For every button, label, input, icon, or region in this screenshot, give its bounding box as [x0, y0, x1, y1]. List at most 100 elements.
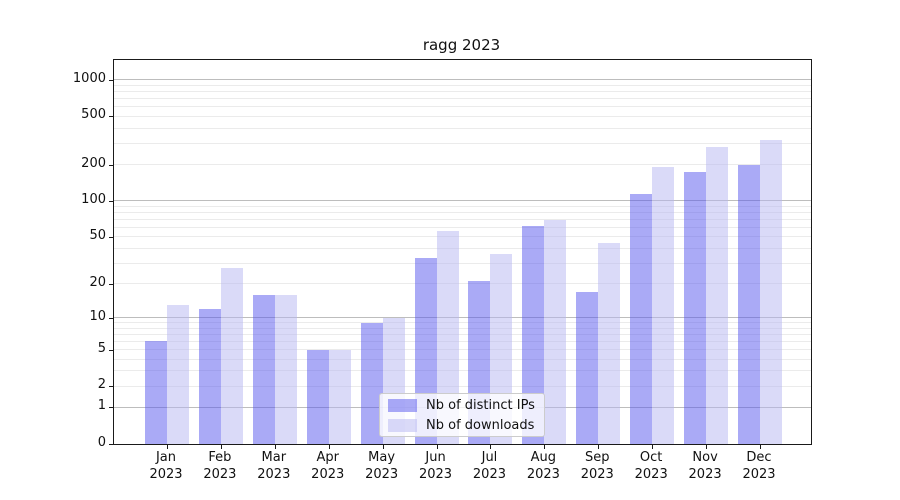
gridline-major — [114, 200, 811, 202]
legend-label-downloads: Nb of downloads — [426, 417, 535, 433]
y-axis-tick — [109, 349, 113, 351]
x-tick-label-year: 2023 — [418, 467, 453, 482]
x-tick-label-month: Feb — [208, 450, 232, 465]
gridline-major — [114, 317, 811, 319]
y-axis-tick-label: 1 — [97, 398, 106, 414]
x-axis-tick-label: Dec 2023 — [731, 449, 787, 483]
y-axis-tick — [109, 407, 113, 409]
gridline-minor — [114, 283, 811, 285]
gridline-minor — [114, 327, 811, 329]
x-axis-tick — [598, 445, 600, 449]
y-axis-tick-label: 10 — [89, 308, 106, 324]
x-tick-label-year: 2023 — [365, 467, 399, 482]
x-tick-label-month: Jul — [481, 450, 498, 465]
legend-swatch-downloads — [388, 418, 417, 432]
x-tick-label-month: Mar — [261, 450, 287, 465]
bar-ips-nov — [684, 171, 707, 444]
x-tick-label-month: Oct — [639, 450, 663, 465]
gridline-minor — [114, 322, 811, 324]
bar-downloads-jun — [436, 230, 459, 444]
x-axis-tick — [382, 445, 384, 449]
x-axis-tick — [759, 445, 761, 449]
bar-downloads-dec — [759, 140, 782, 444]
bar-ips-feb — [198, 308, 221, 444]
bar-ips-mar — [252, 294, 275, 444]
gridline-minor — [114, 98, 811, 100]
gridline-minor — [114, 333, 811, 335]
plot-area: Nb of distinct IPs Nb of downloads — [109, 59, 812, 449]
x-axis-tick-label: Jun 2023 — [408, 449, 464, 483]
gridline-minor — [114, 236, 811, 238]
gridline-minor — [114, 164, 811, 166]
x-axis-tick-label: Jul 2023 — [461, 449, 517, 483]
x-tick-label-month: Apr — [316, 450, 339, 465]
x-tick-label-year: 2023 — [311, 467, 345, 482]
x-tick-label-month: Aug — [530, 450, 557, 465]
y-axis-tick-label: 200 — [81, 155, 106, 171]
bar-ips-dec — [737, 164, 760, 444]
y-axis-tick-label: 1000 — [72, 70, 106, 86]
bar-ips-apr — [306, 349, 329, 444]
x-tick-label-month: Nov — [692, 450, 718, 465]
x-tick-label-month: Dec — [746, 450, 772, 465]
x-tick-label-year: 2023 — [526, 467, 560, 482]
x-axis-tick — [490, 445, 492, 449]
x-tick-label-year: 2023 — [472, 467, 506, 482]
legend: Nb of distinct IPs Nb of downloads — [379, 393, 545, 437]
legend-swatch-ips — [388, 398, 417, 412]
x-tick-label-year: 2023 — [580, 467, 614, 482]
gridline-minor — [114, 106, 811, 108]
gridline-minor — [114, 226, 811, 228]
gridline-minor — [114, 349, 811, 351]
y-axis-tick-label: 5 — [97, 340, 106, 356]
x-axis-tick-label: Sep 2023 — [569, 449, 625, 483]
y-axis-tick-label: 100 — [81, 191, 106, 207]
x-axis-tick — [328, 445, 330, 449]
y-axis-tick — [109, 283, 113, 285]
y-axis-tick — [109, 200, 113, 202]
x-axis-tick-label: May 2023 — [354, 449, 410, 483]
y-axis-tick — [109, 386, 113, 388]
bar-downloads-apr — [328, 349, 351, 444]
gridline-minor — [114, 127, 811, 129]
x-axis-tick — [706, 445, 708, 449]
x-axis-tick-label: Apr 2023 — [300, 449, 356, 483]
bar-ips-oct — [630, 194, 653, 444]
bar-downloads-mar — [274, 294, 297, 444]
x-tick-label-year: 2023 — [742, 467, 776, 482]
gridline-minor — [114, 115, 811, 117]
bar-ips-may — [360, 322, 383, 444]
y-axis-tick — [109, 236, 113, 238]
y-axis-tick — [109, 164, 113, 166]
x-tick-label-year: 2023 — [203, 467, 237, 482]
gridline-minor — [114, 262, 811, 264]
y-axis-tick-label: 50 — [89, 227, 106, 243]
x-axis-tick — [220, 445, 222, 449]
gridline-minor — [114, 340, 811, 342]
bar-downloads-oct — [652, 167, 675, 444]
x-tick-label-month: Jun — [425, 450, 446, 465]
gridline-major — [114, 79, 811, 81]
chart-title: ragg 2023 — [422, 36, 501, 54]
bar-downloads-nov — [706, 146, 729, 444]
gridline-minor — [114, 211, 811, 213]
bar-ips-sep — [576, 291, 599, 444]
bar-ips-aug — [522, 225, 545, 444]
x-axis-tick-label: Mar 2023 — [246, 449, 302, 483]
gridline-minor — [114, 142, 811, 144]
x-axis-tick-label: Aug 2023 — [515, 449, 571, 483]
y-axis-tick — [109, 444, 113, 445]
bar-downloads-feb — [220, 268, 243, 444]
x-axis-tick-label: Jan 2023 — [138, 449, 194, 483]
x-tick-label-month: Jan — [155, 450, 177, 465]
gridline-minor — [114, 385, 811, 387]
y-axis-tick — [109, 317, 113, 319]
x-tick-label-year: 2023 — [257, 467, 291, 482]
x-axis-tick — [274, 445, 276, 449]
gridline-minor — [114, 370, 811, 372]
bar-downloads-sep — [598, 243, 621, 444]
x-axis-tick-label: Feb 2023 — [192, 449, 248, 483]
x-tick-label-month: Sep — [585, 450, 610, 465]
x-axis-tick — [436, 445, 438, 449]
